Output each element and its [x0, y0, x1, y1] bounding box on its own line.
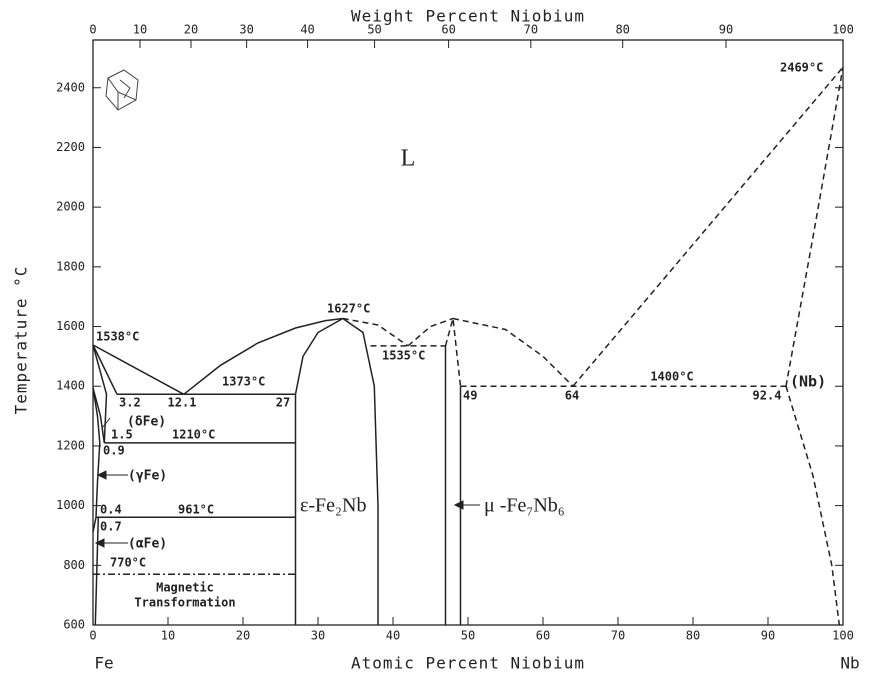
annotation: 92.4 [753, 389, 782, 403]
logo [105, 69, 139, 111]
x-tick-label: 0 [89, 629, 96, 643]
y-tick-label: 2200 [56, 140, 85, 154]
x-tick-label: 90 [761, 629, 775, 643]
y-tick-label: 1600 [56, 319, 85, 333]
annotation: (γFe) [128, 469, 167, 484]
annotation: (δFe) [127, 415, 166, 430]
annotation: 770°C [110, 556, 146, 570]
arrows [94, 417, 480, 548]
x-tick-label: 80 [686, 629, 700, 643]
top-tick-label: 50 [367, 23, 381, 37]
top-tick-label: 20 [184, 23, 198, 37]
annotation: 0.4 [100, 503, 122, 517]
y-tick-label: 2400 [56, 80, 85, 94]
phase-boundary [92, 517, 97, 533]
annotation: 0.9 [103, 444, 125, 458]
phase-boundary [342, 317, 379, 625]
annotation: 0.7 [100, 520, 122, 534]
annotation: Transformation [134, 596, 235, 610]
top-axis-title: Weight Percent Niobium [351, 7, 585, 26]
annotation: 1400°C [650, 370, 693, 384]
top-tick-label: 40 [300, 23, 314, 37]
annotation: μ -Fe₇Nb₆ [484, 495, 565, 517]
phase-boundary [785, 385, 841, 626]
y-tick-label: 1400 [56, 379, 85, 393]
annotation: 1535°C [382, 349, 425, 363]
plot-frame [92, 39, 844, 626]
x-tick-label: 100 [832, 629, 854, 643]
top-tick-label: 0 [89, 23, 96, 37]
phase-boundary [92, 387, 106, 444]
phase-boundary [94, 517, 100, 626]
annotation: 1373°C [222, 375, 265, 389]
annotation: 1.5 [111, 428, 133, 442]
phase-boundary [444, 318, 462, 387]
x-tick-label: 60 [536, 629, 550, 643]
phase-boundary [92, 387, 101, 443]
phase-boundary [452, 317, 574, 387]
annotation: ε-Fe₂Nb [300, 495, 366, 517]
y-tick-label: 2000 [56, 200, 85, 214]
annotation: 12.1 [168, 396, 197, 410]
x-tick-label: 70 [611, 629, 625, 643]
y-tick-label: 800 [63, 558, 85, 572]
phase-boundary [92, 344, 108, 443]
phase-boundary [785, 67, 844, 387]
annotation: 64 [565, 389, 579, 403]
top-tick-label: 60 [441, 23, 455, 37]
x-tick-label: 30 [311, 629, 325, 643]
top-tick-label: 30 [239, 23, 253, 37]
top-tick-label: 90 [719, 23, 733, 37]
phase-boundary [294, 317, 344, 625]
y-tick-label: 1000 [56, 498, 85, 512]
top-tick-label: 100 [832, 23, 854, 37]
x-axis-title: Atomic Percent Niobium [351, 654, 585, 673]
x-tick-label: 40 [386, 629, 400, 643]
top-tick-label: 80 [615, 23, 629, 37]
annotation: 1538°C [96, 330, 139, 344]
phase-boundary [95, 442, 101, 518]
annotation: Magnetic [156, 581, 214, 595]
right-element: Nb [840, 654, 859, 673]
top-tick-label: 70 [524, 23, 538, 37]
x-tick-label: 50 [461, 629, 475, 643]
top-tick-label: 10 [133, 23, 147, 37]
phase-boundary [572, 66, 844, 387]
y-tick-label: 600 [63, 618, 85, 632]
annotation: 961°C [178, 503, 214, 517]
y-axis-title: Temperature °C [12, 266, 31, 415]
y-tick-label: 1200 [56, 438, 85, 452]
annotation: (Nb) [790, 373, 826, 391]
annotation: 49 [463, 389, 477, 403]
x-tick-label: 10 [161, 629, 175, 643]
y-tick-label: 1800 [56, 259, 85, 273]
left-element: Fe [94, 654, 113, 673]
annotation: 1627°C [327, 302, 370, 316]
annotation: 3.2 [119, 396, 141, 410]
phase-boundary [183, 317, 343, 395]
phase-boundary [92, 344, 185, 395]
phase-boundary [342, 317, 409, 347]
annotation: L [401, 146, 416, 172]
x-tick-label: 20 [236, 629, 250, 643]
phase-boundary [92, 344, 118, 395]
annotation: (αFe) [128, 537, 167, 552]
phase-boundary [407, 317, 454, 347]
annotation: 27 [276, 396, 290, 410]
annotation: 2469°C [780, 61, 823, 75]
annotation: 1210°C [172, 428, 215, 442]
